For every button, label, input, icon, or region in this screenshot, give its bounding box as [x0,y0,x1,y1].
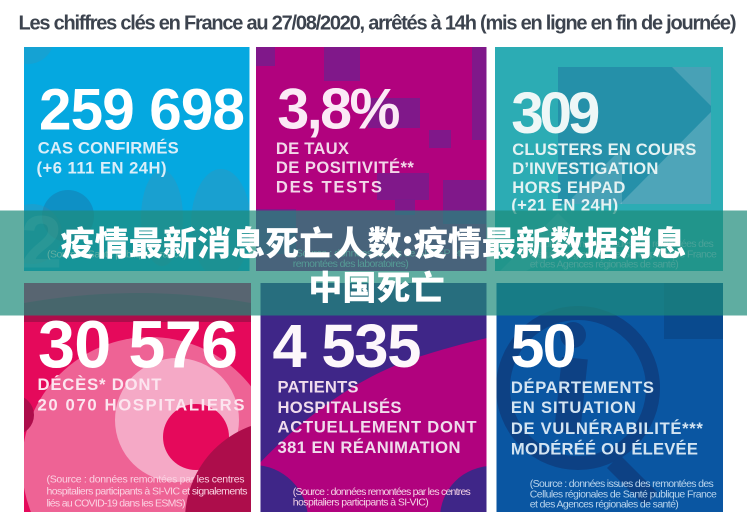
svg-text:CLUSTERS EN COURS: CLUSTERS EN COURS [512,140,696,159]
svg-text:4 535: 4 535 [273,312,422,381]
svg-text:(Source : données issues des r: (Source : données issues des remontées d… [530,478,714,490]
svg-text:Cellules régionales de Santé p: Cellules régionales de Santé publique Fr… [530,488,717,500]
svg-text:MODÉRÉÉ OU ÉLEVÉE: MODÉRÉÉ OU ÉLEVÉE [511,440,698,459]
svg-text:ACTUELLEMENT DONT: ACTUELLEMENT DONT [278,418,477,437]
svg-text:20 070 HOSPITALIERS: 20 070 HOSPITALIERS [38,395,245,414]
svg-text:DE TAUX: DE TAUX [276,139,349,158]
svg-text:D’INVESTIGATION: D’INVESTIGATION [512,159,658,178]
svg-text:(Source : données remontées pa: (Source : données remontées par les cent… [293,486,471,498]
svg-text:HOSPITALISÉS: HOSPITALISÉS [278,398,402,417]
svg-text:et des Agences régionales de s: et des Agences régionales de santé) [530,499,679,511]
svg-text:Les chiffres clés en France au: Les chiffres clés en France au 27/08/202… [19,13,737,35]
svg-text:DES TESTS: DES TESTS [276,178,382,197]
svg-text:381 EN RÉANIMATION: 381 EN RÉANIMATION [278,438,461,457]
svg-text:liés au COVID-19 dans les ESMS: liés au COVID-19 dans les ESMS) [47,497,186,509]
svg-text:hospitaliers participants à SI: hospitaliers participants à SI-VIC et si… [47,486,248,498]
svg-text:HORS EHPAD: HORS EHPAD [512,178,625,197]
svg-text:309: 309 [511,81,600,146]
svg-text:(Source : données remontées pa: (Source : données remontées par les cent… [47,474,245,486]
svg-text:CAS CONFIRMÉS: CAS CONFIRMÉS [38,139,179,158]
svg-text:DE POSITIVITÉ**: DE POSITIVITÉ** [276,158,415,177]
svg-text:DÉPARTEMENTS: DÉPARTEMENTS [511,378,654,397]
svg-text:DE VULNÉRABILITÉ***: DE VULNÉRABILITÉ*** [511,419,704,438]
svg-text:PATIENTS: PATIENTS [278,378,359,397]
svg-text:30 576: 30 576 [38,309,238,383]
svg-text:(+6 111 EN 24H): (+6 111 EN 24H) [37,159,167,178]
svg-text:hospitaliers participants à SI: hospitaliers participants à SI-VIC) [293,497,429,509]
svg-text:(+21 EN 24H): (+21 EN 24H) [511,196,618,215]
svg-text:3,8%: 3,8% [277,78,400,142]
svg-text:DÉCÈS* DONT: DÉCÈS* DONT [38,375,163,394]
svg-text:50: 50 [511,312,577,380]
svg-text:EN SITUATION: EN SITUATION [511,398,636,417]
svg-text:259 698: 259 698 [39,78,245,143]
